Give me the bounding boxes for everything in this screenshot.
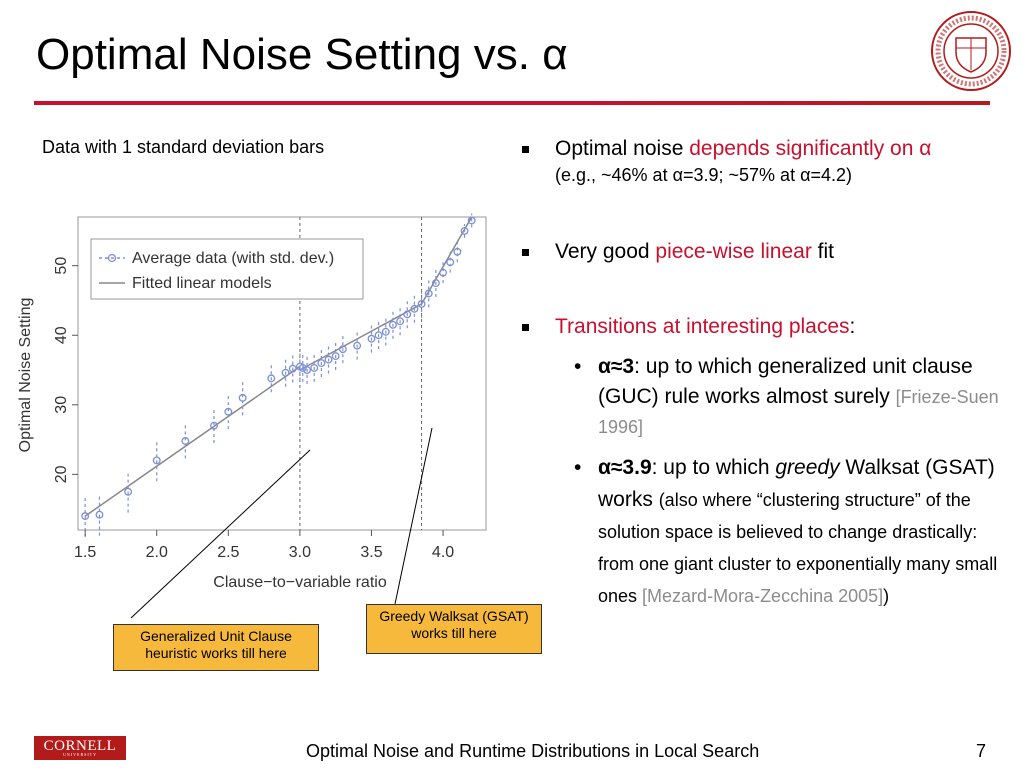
data-point — [281, 368, 290, 377]
guc-callout: Generalized Unit Clause heuristic works … — [113, 624, 319, 671]
logo-subtext: UNIVERSITY — [63, 752, 97, 757]
sub-bullet-note-end: ) — [883, 586, 890, 606]
footer-title: Optimal Noise and Runtime Distributions … — [306, 741, 760, 761]
data-point — [424, 289, 433, 298]
data-point — [81, 512, 90, 521]
data-point — [181, 437, 190, 445]
sub-bullet-text: : up to which — [651, 456, 776, 479]
data-point — [324, 355, 333, 364]
page-number: 7 — [976, 741, 987, 761]
fit-line-segment — [420, 216, 473, 305]
data-point — [298, 363, 307, 372]
sub-bullet-gsat: • α≈3.9: up to which greedy Walksat (GSA… — [572, 452, 1012, 612]
sub-bullet-key: α≈3.9 — [598, 456, 652, 479]
x-tick-label: 1.5 — [74, 544, 96, 561]
sub-bullet-text: Walksat (GSAT) works — [598, 456, 995, 511]
legend-data-marker — [107, 253, 117, 263]
bullet-subtext: (e.g., ~46% at α=3.9; ~57% at α=4.2) — [555, 165, 852, 185]
x-tick-label: 2.0 — [146, 544, 168, 561]
chart-caption: Data with 1 standard deviation bars — [42, 137, 325, 157]
x-tick-label: 4.0 — [432, 544, 454, 561]
data-point — [453, 247, 462, 256]
sub-bullet-guc: • α≈3: up to which generalized unit clau… — [572, 352, 1012, 442]
bullet-text: Very good — [555, 240, 656, 263]
citation: [Frieze-Suen 1996] — [598, 387, 999, 437]
y-tick-label: 20 — [53, 465, 70, 483]
data-point — [381, 327, 390, 336]
data-point — [288, 364, 297, 373]
bullet-highlight: depends significantly on α — [689, 137, 932, 160]
title-underline — [34, 101, 990, 105]
bullet-square-icon — [522, 146, 529, 153]
bullet-transitions: Transitions at interesting places: — [522, 314, 855, 340]
data-point — [388, 320, 397, 329]
y-axis-label: Optimal Noise Setting — [17, 298, 34, 453]
sub-bullet-text: : up to which generalized unit clause (G… — [598, 355, 973, 408]
data-point — [338, 345, 347, 354]
data-point — [396, 317, 405, 326]
data-point — [238, 393, 247, 402]
legend-box — [90, 238, 364, 300]
data-point — [417, 299, 426, 308]
fit-line-segment — [299, 303, 422, 371]
bullet-piecewise-fit: Very good piece-wise linear fit — [522, 239, 834, 265]
y-tick-label: 50 — [53, 257, 70, 275]
fit-line-segment — [84, 365, 301, 517]
gsat-callout: Greedy Walksat (GSAT) works till here — [366, 604, 542, 654]
legend-data-label: Average data (with std. dev.) — [132, 250, 334, 267]
data-point — [367, 334, 376, 343]
data-point — [224, 407, 233, 416]
y-tick-label: 40 — [53, 326, 70, 344]
sub-bullet-dot-icon: • — [574, 456, 582, 479]
sub-bullet-dot-icon: • — [574, 355, 582, 378]
sub-bullet-emphasis: greedy — [775, 456, 840, 479]
sub-bullet-key: α≈3 — [598, 355, 635, 378]
data-point — [303, 366, 312, 374]
bullet-text: Optimal noise — [555, 137, 690, 160]
citation: [Mezard-Mora-Zecchina 2005] — [642, 586, 884, 606]
x-tick-label: 3.0 — [289, 544, 311, 561]
x-axis-label: Clause−to−variable ratio — [213, 574, 387, 591]
sub-bullet-note: (also where “clustering structure” of th… — [598, 490, 998, 606]
bullet-text: fit — [811, 240, 834, 263]
bullet-square-icon — [522, 324, 529, 331]
chart-legend: Average data (with std. dev.) Fitted lin… — [90, 238, 364, 300]
bullet-optimal-noise: Optimal noise depends significantly on α… — [522, 136, 931, 188]
bullet-highlight: piece-wise linear — [655, 240, 812, 263]
data-point — [446, 258, 455, 267]
slide-title: Optimal Noise Setting vs. α — [36, 30, 568, 79]
y-tick-label: 30 — [53, 396, 70, 414]
data-point — [353, 341, 362, 350]
data-point — [267, 374, 276, 383]
noise-vs-ratio-chart: 1.5 2.0 2.5 3.0 3.5 4.0 20 30 40 50 Clause−to−va… — [17, 213, 487, 591]
data-point — [410, 304, 419, 313]
data-point — [95, 510, 104, 519]
x-tick-label: 2.5 — [217, 544, 239, 561]
data-point — [439, 268, 448, 277]
data-point — [460, 226, 469, 235]
cornell-seal-icon — [931, 11, 1011, 91]
bullet-highlight: Transitions at interesting places — [555, 315, 850, 338]
cornell-logo: CORNELL UNIVERSITY — [34, 736, 126, 760]
legend-fit-label: Fitted linear models — [132, 275, 272, 292]
data-point — [210, 421, 218, 430]
title-underline-thin — [600, 104, 990, 105]
data-point — [467, 216, 476, 225]
data-point — [403, 310, 412, 319]
x-tick-label: 3.5 — [360, 544, 382, 561]
data-point — [374, 331, 383, 340]
data-point — [431, 279, 440, 288]
bullet-text: : — [849, 315, 856, 338]
data-point — [331, 352, 340, 361]
logo-text: CORNELL — [43, 738, 117, 754]
bullet-square-icon — [522, 249, 529, 256]
data-point — [317, 359, 326, 368]
data-point — [310, 363, 319, 372]
